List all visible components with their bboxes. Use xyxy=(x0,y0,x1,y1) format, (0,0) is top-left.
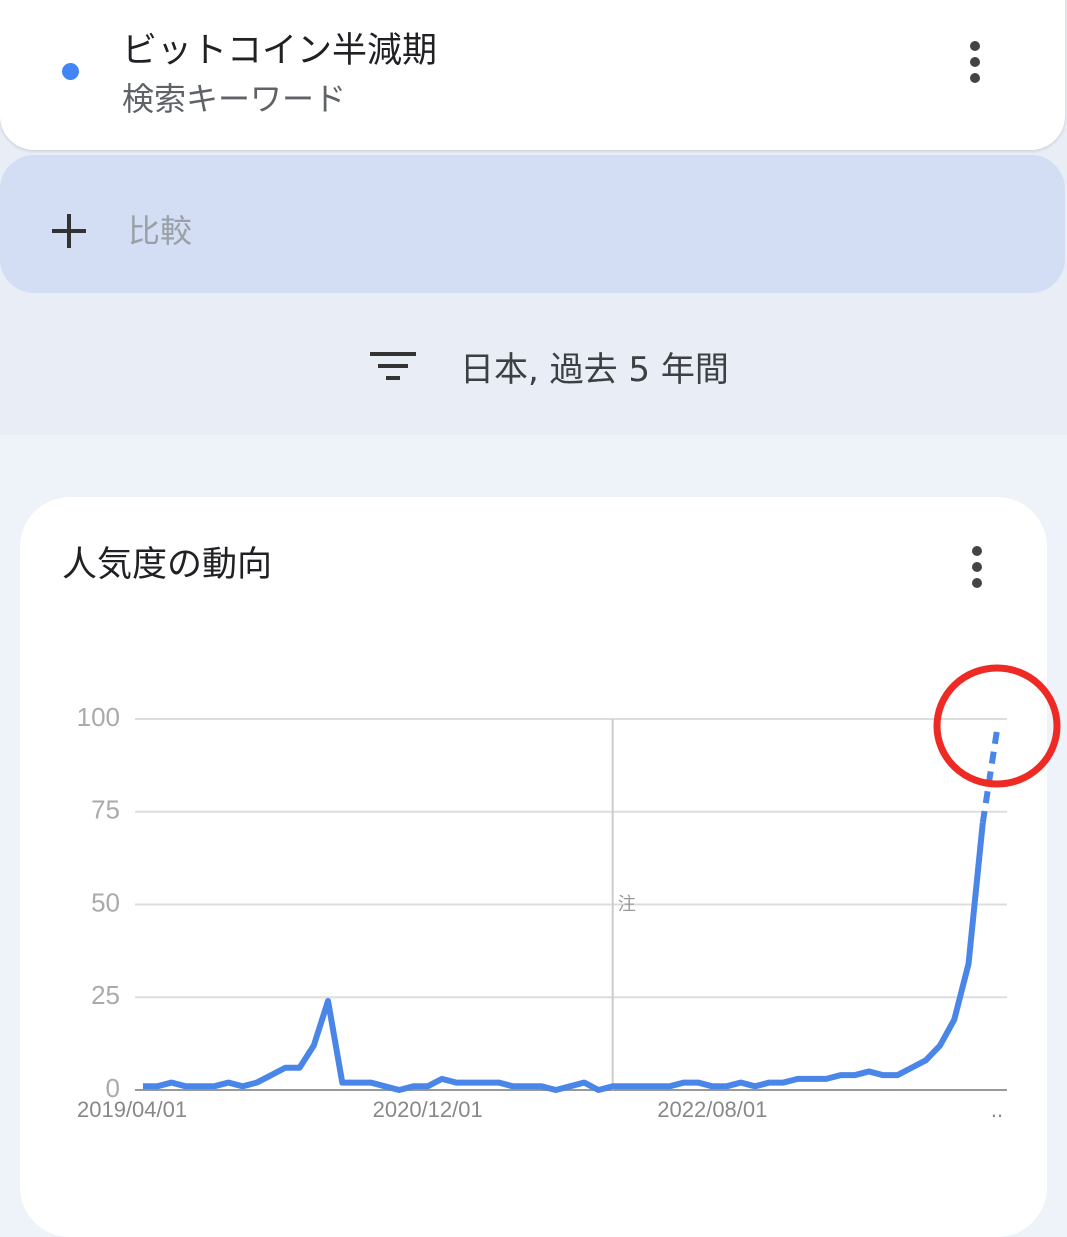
y-tick-label: 25 xyxy=(91,980,120,1010)
y-tick-label: 50 xyxy=(91,887,120,917)
compare-bar[interactable] xyxy=(0,155,1065,293)
term: ビットコイン半減期 xyxy=(122,31,438,71)
trend-line xyxy=(143,822,986,1093)
plus-icon xyxy=(52,214,86,248)
compare-label: 比較 xyxy=(128,212,193,250)
chart-card xyxy=(20,497,1047,1237)
series-dot xyxy=(62,63,79,80)
x-tick-label: .. xyxy=(991,1097,1003,1122)
filter-icon[interactable] xyxy=(370,350,418,384)
y-tick-label: 100 xyxy=(77,702,120,732)
filter-label[interactable]: 日本, 過去 5 年間 xyxy=(460,350,729,390)
menu-icon[interactable] xyxy=(962,40,988,86)
partial-line xyxy=(979,729,1000,824)
y-tick-label: 0 xyxy=(106,1073,120,1103)
x-tick-label: 2020/12/01 xyxy=(373,1097,483,1122)
chart-title: 人気度の動向 xyxy=(62,545,272,585)
menu-icon[interactable] xyxy=(964,545,990,591)
y-tick-label: 75 xyxy=(91,795,120,825)
term-subtitle: 検索キーワード xyxy=(122,80,347,118)
x-tick-label: 2019/04/01 xyxy=(77,1097,187,1122)
annotation-label: 注 xyxy=(618,894,636,914)
chart: 人気度の動向 0 25 50 75 100 2019/04/01 2020/12/01 202… xyxy=(62,545,1061,1122)
term-card[interactable] xyxy=(0,0,1065,150)
x-tick-label: 2022/08/01 xyxy=(657,1097,767,1122)
highlight-circle xyxy=(933,664,1061,788)
